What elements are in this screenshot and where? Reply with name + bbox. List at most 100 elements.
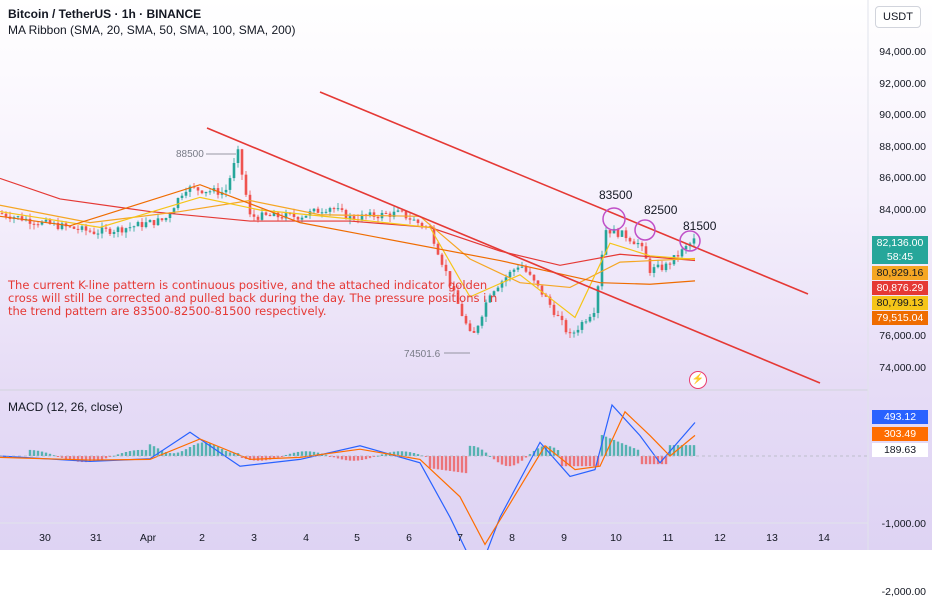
candle-body <box>104 227 108 229</box>
macd-histogram-bar <box>280 456 284 457</box>
macd-histogram-bar <box>132 450 136 456</box>
macd-badge: 493.12 <box>872 410 928 424</box>
chart-canvas[interactable]: 83500 82500 81500 88500 74501.6 <box>0 0 932 550</box>
macd-histogram-bar <box>268 456 272 460</box>
candle-body <box>676 255 680 257</box>
macd-histogram-bar <box>620 443 624 456</box>
candle-body <box>444 264 448 272</box>
candle-body <box>548 296 552 305</box>
macd-histogram-bar <box>44 452 48 456</box>
candle-body <box>80 226 84 230</box>
price-badge: 82,136.00 <box>872 236 928 250</box>
candle-body <box>360 214 364 220</box>
candle-body <box>440 254 444 265</box>
macd-histogram-bar <box>432 456 436 469</box>
macd-histogram-bar <box>412 453 416 456</box>
macd-histogram-bar <box>624 444 628 456</box>
macd-histogram-bar <box>180 451 184 456</box>
candle-body <box>36 224 40 226</box>
ma-ribbon-label[interactable]: MA Ribbon (SMA, 20, SMA, 50, SMA, 100, S… <box>8 23 296 37</box>
time-tick-label: 30 <box>39 532 51 544</box>
macd-histogram-bar <box>56 456 60 457</box>
price-tick-label: 76,000.00 <box>879 330 926 343</box>
time-tick-label: 5 <box>354 532 360 544</box>
macd-histogram-bar <box>404 451 408 456</box>
macd-histogram-bar <box>248 456 252 460</box>
candle-body <box>100 227 104 234</box>
macd-histogram-bar <box>632 448 636 456</box>
candle-body <box>512 269 516 272</box>
candle-body <box>296 216 300 220</box>
candle-body <box>236 149 240 164</box>
candle-body <box>112 231 116 234</box>
candle-body <box>640 242 644 247</box>
candle-body <box>348 216 352 219</box>
macd-histogram-bar <box>172 453 176 456</box>
macd-histogram-bar <box>476 447 480 456</box>
candle-body <box>668 263 672 265</box>
macd-histogram-bar <box>356 456 360 461</box>
candle-body <box>392 211 396 217</box>
candle-body <box>240 149 244 175</box>
macd-histogram-bar <box>464 456 468 474</box>
candle-body <box>76 228 80 230</box>
macd-histogram-bar <box>364 456 368 460</box>
macd-histogram-bar <box>416 454 420 456</box>
candle-body <box>680 249 684 257</box>
bolt-icon[interactable]: ⚡ <box>689 371 707 389</box>
candle-body <box>228 178 232 190</box>
candle-body <box>448 271 452 286</box>
macd-histogram-bar <box>148 444 152 456</box>
macd-histogram-bar <box>612 439 616 456</box>
macd-histogram-bar <box>468 445 472 456</box>
macd-histogram-bar <box>500 456 504 465</box>
macd-histogram-bar <box>200 442 204 456</box>
macd-histogram-bar <box>80 456 84 463</box>
pressure-label-3: 81500 <box>683 219 717 233</box>
pressure-circle-3 <box>679 230 701 252</box>
macd-histogram-bar <box>564 456 568 467</box>
price-badge: 80,876.29 <box>872 281 928 295</box>
price-tick-label: 88,000.00 <box>879 140 926 153</box>
candle-body <box>320 212 324 214</box>
macd-histogram-bar <box>568 456 572 467</box>
candle-body <box>92 231 96 235</box>
candle-body <box>580 322 584 330</box>
macd-histogram-bar <box>572 456 576 467</box>
candle-body <box>224 189 228 193</box>
macd-histogram-bar <box>300 451 304 456</box>
candle-body <box>568 332 572 334</box>
candle-body <box>652 267 656 273</box>
candle-body <box>340 208 344 210</box>
macd-histogram-bar <box>272 456 276 459</box>
time-tick-label: 4 <box>303 532 309 544</box>
macd-histogram-bar <box>372 456 376 457</box>
macd-histogram-bar <box>488 455 492 457</box>
macd-histogram-bar <box>400 451 404 456</box>
macd-label[interactable]: MACD (12, 26, close) <box>8 400 123 414</box>
candle-body <box>412 219 416 221</box>
candle-body <box>308 211 312 216</box>
candle-body <box>280 217 284 219</box>
time-tick-label: Apr <box>139 532 157 544</box>
candle-body <box>136 222 140 227</box>
candle-body <box>200 190 204 194</box>
macd-histogram-bar <box>384 453 388 456</box>
candle-body <box>612 228 616 234</box>
candle-body <box>684 246 688 250</box>
macd-histogram-bar <box>396 451 400 456</box>
macd-histogram-bar <box>536 448 540 456</box>
macd-histogram-bar <box>508 456 512 467</box>
macd-histogram-bar <box>548 446 552 456</box>
macd-histogram-bar <box>648 456 652 465</box>
time-tick-label: 3 <box>251 532 257 544</box>
macd-histogram-bar <box>40 451 44 456</box>
macd-histogram-bar <box>576 456 580 467</box>
macd-histogram-bar <box>512 456 516 466</box>
currency-button[interactable]: USDT <box>875 6 921 28</box>
candle-body <box>28 218 32 224</box>
macd-badge: 303.49 <box>872 427 928 441</box>
candle-body <box>456 290 460 304</box>
macd-histogram-bar <box>604 436 608 456</box>
signal-line <box>0 410 696 546</box>
